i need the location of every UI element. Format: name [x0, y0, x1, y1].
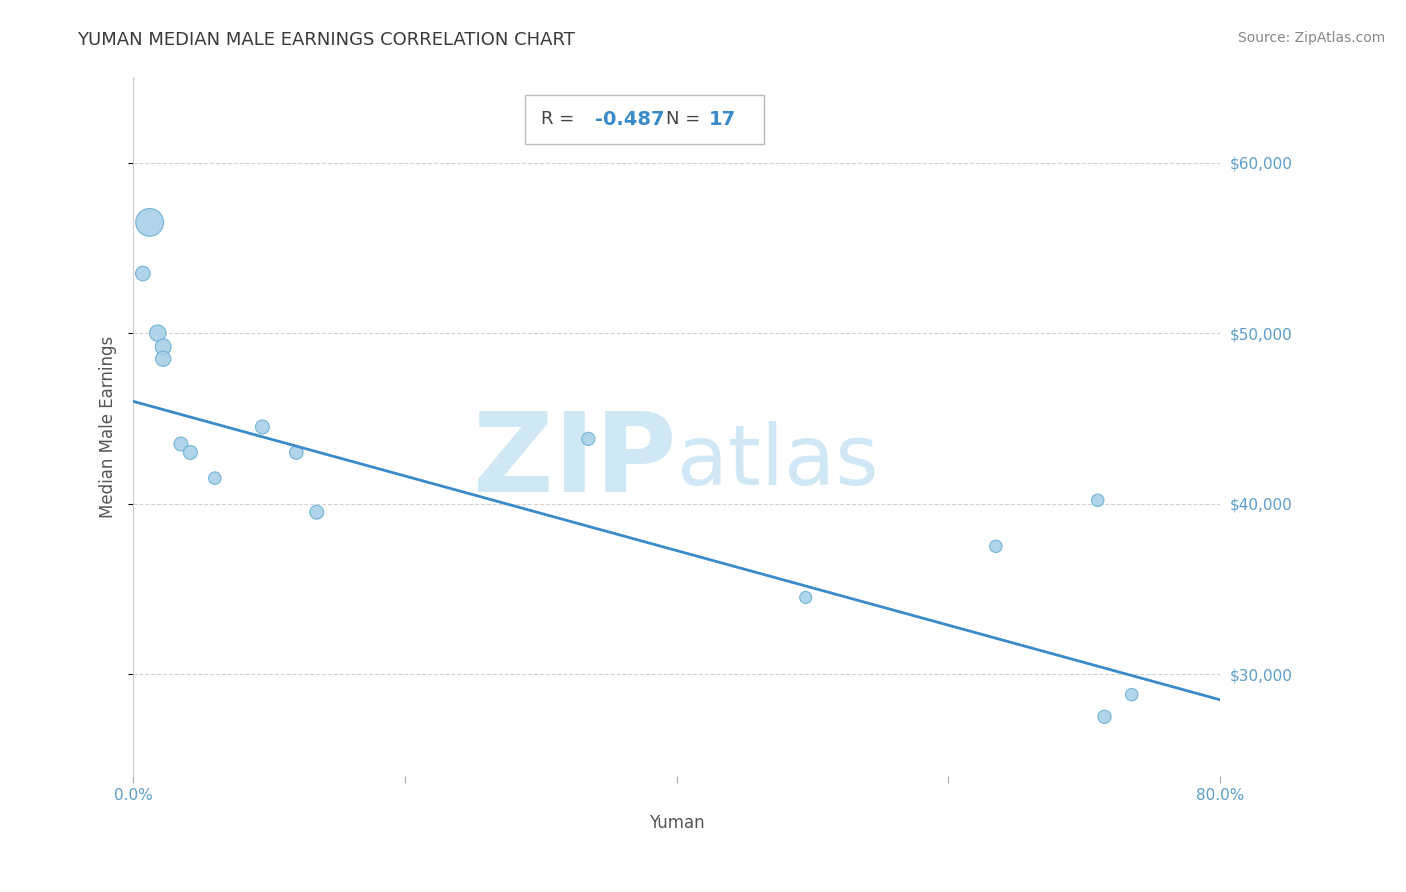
Point [252, 420, 274, 434]
Point [984, 539, 1007, 553]
Point [1094, 710, 1116, 724]
Point [132, 267, 155, 281]
Text: ZIP: ZIP [474, 409, 676, 516]
Text: N =: N = [666, 111, 706, 128]
Point [170, 437, 193, 451]
Point [794, 591, 817, 605]
Point [146, 326, 169, 341]
Point [152, 340, 174, 354]
Point [204, 471, 226, 485]
Text: 17: 17 [709, 110, 737, 128]
Point [576, 432, 599, 446]
Text: -0.487: -0.487 [595, 110, 665, 128]
Text: Source: ZipAtlas.com: Source: ZipAtlas.com [1237, 31, 1385, 45]
Point [179, 445, 201, 459]
Point [138, 215, 160, 229]
Y-axis label: Median Male Earnings: Median Male Earnings [100, 335, 117, 518]
Text: atlas: atlas [676, 421, 879, 502]
FancyBboxPatch shape [524, 95, 763, 144]
Point [1121, 688, 1143, 702]
Point [1087, 493, 1109, 508]
Text: R =: R = [541, 111, 579, 128]
Text: YUMAN MEDIAN MALE EARNINGS CORRELATION CHART: YUMAN MEDIAN MALE EARNINGS CORRELATION C… [77, 31, 575, 49]
X-axis label: Yuman: Yuman [648, 814, 704, 832]
Point [305, 505, 328, 519]
Point [285, 445, 308, 459]
Point [152, 351, 174, 366]
